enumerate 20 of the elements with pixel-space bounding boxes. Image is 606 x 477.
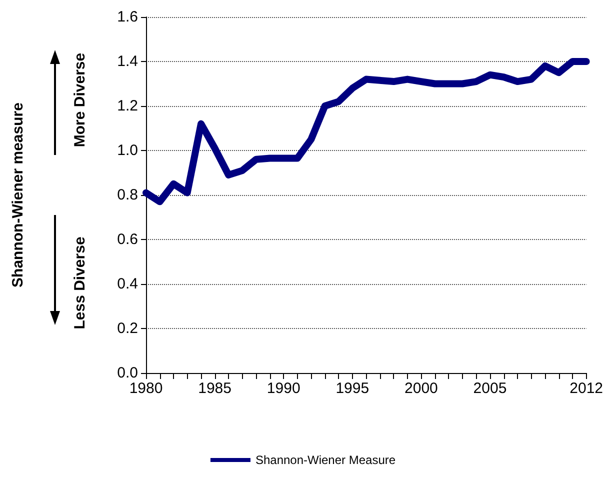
text: Shannon-Wiener measure [10,102,26,288]
y-tick-label: 0.2 [117,320,138,337]
y-tick-label: 0.0 [117,364,138,382]
y-tick-label: 1.2 [117,98,138,114]
y-tick-label: 1.6 [117,8,138,26]
x-tick-label: 2005 [473,380,507,397]
y-tick-label: 1.0 [117,142,138,159]
x-tick-label: 1985 [198,380,232,397]
x-tick-label: 1980 [129,380,163,397]
y-tick-label: 0.8 [117,186,138,204]
x-tick-label: 2000 [404,380,438,397]
x-tick-label: 2012 [570,380,604,397]
legend-label: Shannon-Wiener Measure [255,453,396,467]
text: Less Diverse [72,236,88,330]
y-tick-label: 0.6 [117,231,138,248]
text: More Diverse [72,52,88,148]
x-tick-label: 1990 [266,380,300,397]
y-tick-label: 1.4 [117,53,138,70]
y-tick-label: 0.4 [117,276,138,292]
x-tick-label: 1995 [336,380,370,397]
